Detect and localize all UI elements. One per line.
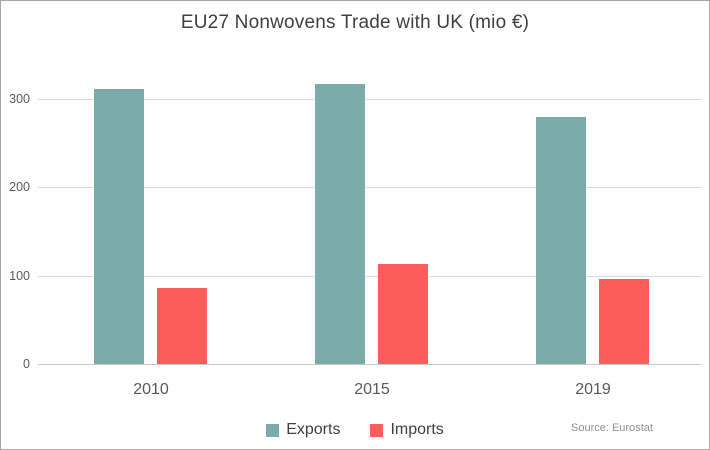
x-axis-tick-label-2010: 2010 — [133, 381, 169, 398]
y-axis-tick-label-200: 200 — [9, 180, 30, 194]
bar-exports-2019 — [536, 117, 586, 364]
bar-exports-2015 — [315, 84, 365, 364]
bar-imports-2015 — [378, 264, 428, 364]
gridline-200 — [38, 187, 701, 188]
x-axis-tick-label-2015: 2015 — [354, 381, 390, 398]
bar-imports-2010 — [157, 288, 207, 364]
chart-title: EU27 Nonwovens Trade with UK (mio €) — [180, 12, 530, 33]
legend-label-exports: Exports — [286, 421, 341, 438]
legend-entry-exports: Exports — [266, 421, 340, 439]
legend-swatch-exports — [266, 423, 280, 437]
legend: Exports Imports — [1, 421, 709, 439]
bar-exports-2010 — [94, 89, 144, 364]
y-axis-tick-label-0: 0 — [23, 357, 30, 371]
y-axis-tick-label-300: 300 — [9, 92, 30, 106]
source-note: Source: Eurostat — [571, 422, 653, 434]
x-axis-tick-label-2019: 2019 — [575, 381, 611, 398]
y-axis-tick-label-100: 100 — [9, 269, 30, 283]
gridline-300 — [38, 99, 701, 100]
gridline-100 — [38, 276, 701, 277]
legend-entry-imports: Imports — [370, 421, 444, 439]
legend-swatch-imports — [370, 423, 384, 437]
legend-label-imports: Imports — [390, 421, 444, 438]
gridline-0 — [38, 364, 701, 365]
bar-imports-2019 — [599, 279, 649, 364]
